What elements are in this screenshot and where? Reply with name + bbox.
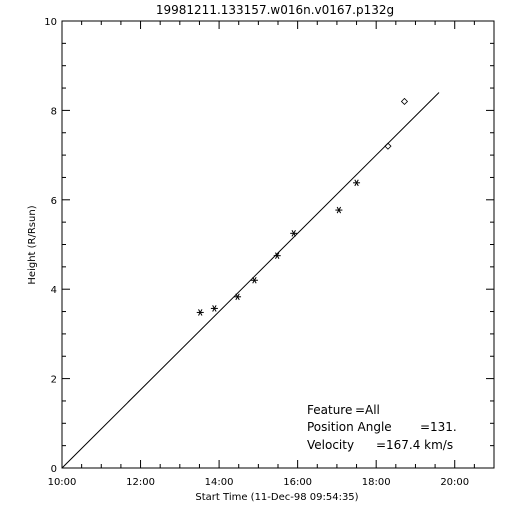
asterisk-point [234, 293, 242, 301]
y-tick-label: 6 [51, 196, 57, 207]
x-tick-label: 14:00 [205, 477, 234, 488]
diamond-point [400, 97, 409, 106]
asterisk-point [273, 252, 281, 259]
y-tick-label: 0 [51, 464, 57, 475]
annotation-label: Feature [307, 403, 352, 417]
annotation-value: All [365, 403, 380, 417]
annotation-label: Position Angle [307, 420, 392, 434]
x-tick-label: 16:00 [283, 477, 312, 488]
plot-frame [61, 20, 495, 469]
chart-title: 19981211.133157.w016n.v0167.p132g [156, 3, 394, 17]
asterisk-point [250, 276, 258, 284]
annotation-label: Velocity [307, 438, 354, 452]
x-tick-label: 20:00 [440, 477, 469, 488]
asterisk-point [335, 206, 343, 214]
x-tick-label: 10:00 [48, 477, 77, 488]
data-points [196, 97, 409, 316]
x-axis: 10:00 12:00 14:00 16:00 18:00 20:00 [48, 21, 495, 488]
asterisk-point [210, 305, 218, 312]
annotation-value: 131. [430, 420, 457, 434]
y-tick-label: 8 [51, 106, 57, 117]
annotation-equals: = [355, 403, 365, 417]
y-axis: 0 2 4 6 8 10 [44, 17, 494, 475]
asterisk-point [353, 179, 361, 187]
diamond-point [384, 142, 392, 150]
x-axis-label: Start Time (11-Dec-98 09:54:35) [195, 492, 358, 503]
y-tick-label: 10 [44, 17, 57, 28]
y-tick-label: 4 [51, 285, 57, 296]
y-axis-label: Height (R/Rsun) [27, 205, 38, 284]
x-tick-label: 12:00 [126, 477, 155, 488]
asterisk-point [196, 309, 204, 316]
annotation-equals: = [420, 420, 430, 434]
asterisk-point [290, 230, 298, 237]
annotation-value: 167.4 km/s [386, 438, 453, 452]
x-tick-label: 18:00 [362, 477, 391, 488]
y-tick-label: 2 [51, 375, 57, 386]
fit-line [61, 92, 440, 469]
annotation-equals: = [376, 438, 386, 452]
